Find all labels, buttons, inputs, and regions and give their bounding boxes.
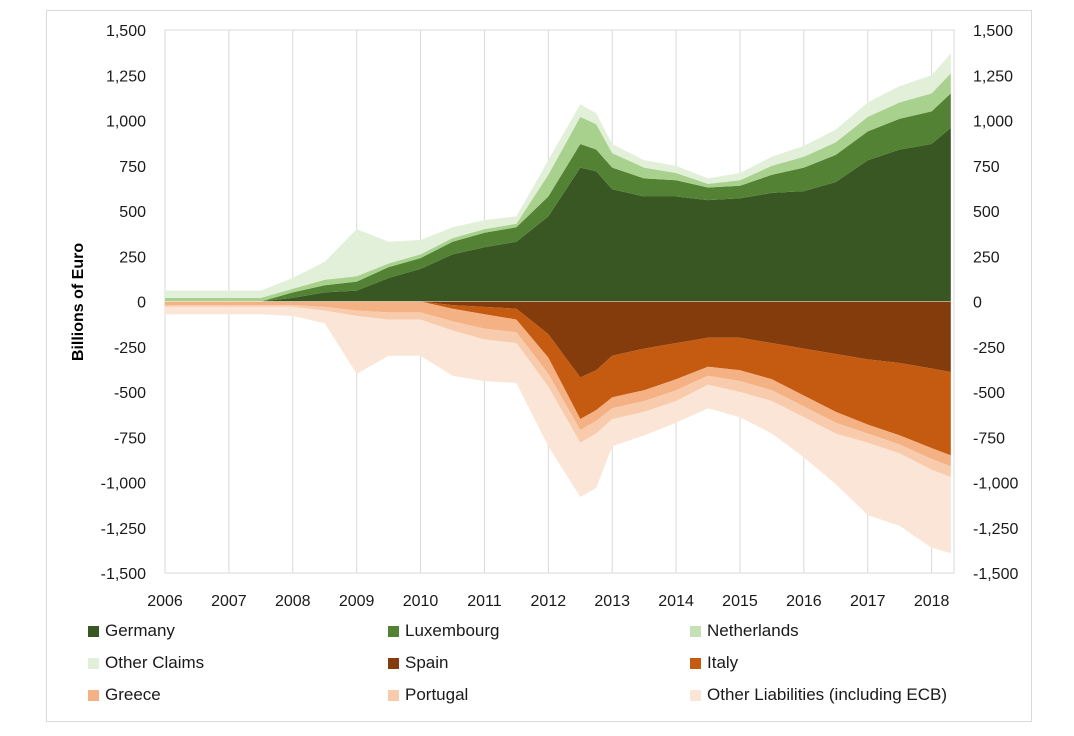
- y-tick-label-right: -1,250: [973, 521, 1018, 538]
- legend-swatch: [88, 657, 99, 669]
- legend-swatch: [690, 625, 701, 637]
- x-tick-label: 2014: [658, 593, 694, 610]
- y-axis-title: Billions of Euro: [70, 243, 87, 361]
- y-tick-label-right: 1,500: [973, 23, 1013, 40]
- area-luxembourg: [165, 93, 951, 302]
- legend-swatch: [388, 657, 399, 669]
- area-series: [165, 53, 954, 554]
- legend-label: Greece: [105, 685, 161, 704]
- y-tick-label-left: -750: [114, 430, 146, 447]
- stacked-area-chart: 1,500 1,250 1,000 750 500 250 0 -250 -500 -750 -1,…: [70, 23, 1018, 610]
- y-tick-label-left: 500: [119, 204, 146, 221]
- y-tick-label-left: 1,000: [106, 114, 146, 131]
- legend-item: Italy: [690, 652, 738, 674]
- y-tick-label-left: 250: [119, 249, 146, 266]
- area-germany: [165, 127, 951, 302]
- area-other-claims: [165, 53, 951, 298]
- legend-label: Luxembourg: [405, 621, 500, 640]
- area-greece: [165, 301, 951, 467]
- x-tick-label: 2011: [467, 593, 502, 610]
- y-tick-label-left: 750: [119, 159, 146, 176]
- y-tick-label-right: -750: [973, 430, 1005, 447]
- chart-frame: [46, 10, 1032, 722]
- y-tick-label-right: -500: [973, 385, 1005, 402]
- legend-label: Other Claims: [105, 653, 205, 672]
- y-tick-label-right: 0: [973, 295, 982, 312]
- legend: Germany Luxembourg Netherlands Other Claims…: [88, 620, 988, 716]
- y-tick-label-right: 750: [973, 159, 1000, 176]
- legend-item: Luxembourg: [388, 620, 500, 642]
- y-tick-label-right: 250: [973, 249, 1000, 266]
- area-spain: [165, 301, 951, 378]
- legend-swatch: [88, 689, 99, 701]
- legend-label: Italy: [707, 653, 739, 672]
- y-tick-label-right: 500: [973, 204, 1000, 221]
- legend-item: Netherlands: [690, 620, 799, 642]
- y-tick-label-left: -1,000: [101, 476, 146, 493]
- y-axis-left-labels: 1,500 1,250 1,000 750 500 250 0 -250 -500 -750 -1,…: [101, 23, 146, 583]
- x-tick-label: 2008: [275, 593, 311, 610]
- y-tick-label-left: -1,500: [101, 566, 146, 583]
- legend-swatch: [690, 689, 701, 701]
- y-tick-label-left: -250: [114, 340, 146, 357]
- y-tick-label-right: -250: [973, 340, 1005, 357]
- legend-label: Spain: [405, 653, 449, 672]
- y-tick-label-left: -500: [114, 385, 146, 402]
- y-tick-label-left: 0: [137, 295, 146, 312]
- legend-label: Netherlands: [707, 621, 799, 640]
- y-tick-label-right: -1,000: [973, 476, 1018, 493]
- x-tick-label: 2013: [594, 593, 630, 610]
- area-other-liabilities-including-ecb: [165, 306, 951, 554]
- y-axis-right-labels: 1,500 1,250 1,000 750 500 250 0 -250 -500 -750 -1,…: [973, 23, 1018, 583]
- legend-item: Germany: [88, 620, 175, 642]
- legend-item: Spain: [388, 652, 448, 674]
- y-tick-label-right: -1,500: [973, 566, 1018, 583]
- area-portugal: [165, 305, 951, 478]
- x-tick-label: 2007: [211, 593, 247, 610]
- legend-label: Other Liabilities (including ECB): [707, 685, 947, 704]
- y-tick-label-right: 1,250: [973, 68, 1013, 85]
- y-tick-label-right: 1,000: [973, 114, 1013, 131]
- legend-swatch: [388, 689, 399, 701]
- legend-item: Greece: [88, 684, 161, 706]
- legend-swatch: [690, 657, 701, 669]
- legend-swatch: [388, 625, 399, 637]
- y-tick-label-left: 1,500: [106, 23, 146, 40]
- x-tick-label: 2006: [147, 593, 183, 610]
- legend-item: Portugal: [388, 684, 468, 706]
- legend-label: Germany: [105, 621, 175, 640]
- x-axis-labels: 2006 2007 2008 2009 2010 2011 2012 2013 2014 2015…: [147, 593, 949, 610]
- x-tick-label: 2017: [850, 593, 886, 610]
- y-tick-label-left: -1,250: [101, 521, 146, 538]
- x-tick-label: 2018: [914, 593, 950, 610]
- legend-label: Portugal: [405, 685, 469, 704]
- y-tick-label-left: 1,250: [106, 68, 146, 85]
- x-tick-label: 2015: [722, 593, 758, 610]
- legend-item: Other Claims: [88, 652, 204, 674]
- x-tick-label: 2009: [339, 593, 375, 610]
- legend-item: Other Liabilities (including ECB): [690, 684, 947, 706]
- legend-swatch: [88, 625, 99, 637]
- area-italy: [165, 301, 951, 456]
- x-tick-label: 2010: [403, 593, 439, 610]
- x-tick-label: 2016: [786, 593, 822, 610]
- x-tick-label: 2012: [531, 593, 567, 610]
